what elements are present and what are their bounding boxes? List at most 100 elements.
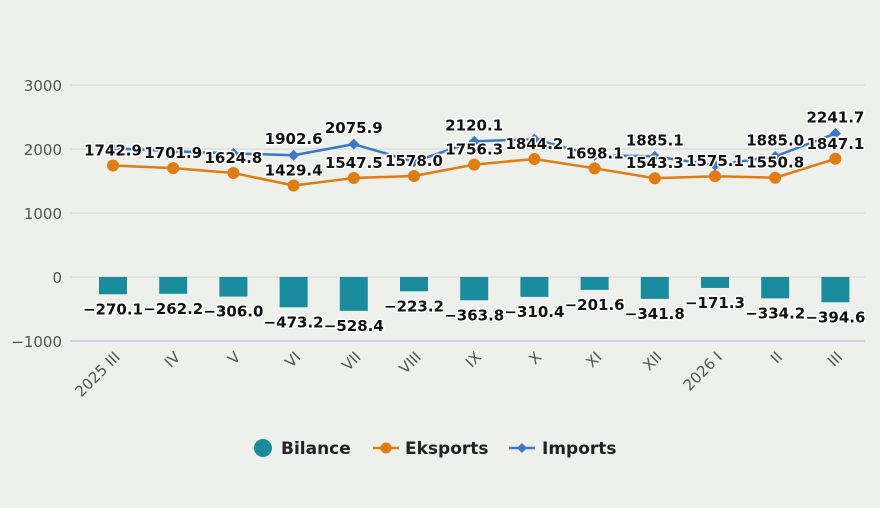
bilance-bar [580, 277, 609, 290]
eksports-marker [107, 159, 119, 172]
bilance-data-label: −223.2 [384, 297, 444, 315]
imports-data-label: 1902.6 [265, 130, 323, 148]
imports-data-label: 1885.0 [746, 131, 804, 149]
eksports-marker [528, 152, 541, 165]
eksports-marker [588, 162, 601, 175]
x-tick-label: X [525, 348, 545, 368]
imports-marker [107, 142, 119, 154]
y-tick-label: 0 [52, 269, 62, 287]
bilance-data-label: −528.4 [324, 317, 384, 335]
bilance-data-label: −262.2 [143, 300, 203, 318]
bilance-bars [99, 277, 850, 311]
eksports-marker [227, 167, 240, 180]
eksports-data-label: 1550.8 [746, 154, 804, 172]
legend-imports-swatch [517, 443, 527, 453]
eksports-marker [347, 171, 360, 184]
x-tick-label: V [224, 348, 245, 369]
eksports-data-label: 1543.3 [626, 154, 684, 172]
x-tick-label: XI [582, 348, 605, 371]
legend[interactable]: Bilance Eksports Imports [254, 439, 617, 459]
bilance-bar [701, 277, 729, 288]
eksports-marker [408, 170, 420, 183]
bilance-bar [400, 277, 428, 292]
eksports-data-label: 1429.4 [265, 162, 323, 180]
imports-marker [408, 156, 420, 168]
bilance-bar [159, 277, 188, 294]
imports-marker [468, 135, 480, 147]
bilance-data-label: −341.8 [625, 305, 685, 323]
bilance-bar [219, 277, 248, 297]
bilance-bar [520, 277, 549, 297]
x-tick-label: II [767, 348, 786, 367]
x-tick-label: VII [338, 348, 364, 374]
eksports-data-label: 1624.8 [204, 149, 262, 167]
x-tick-label: III [824, 348, 846, 370]
legend-eksports-swatch [380, 442, 392, 454]
eksports-data-label: 1844.2 [505, 135, 563, 153]
eksports-data-label: 1547.5 [325, 154, 383, 172]
eksports-marker [468, 158, 481, 171]
eksports-data-label: 1578.0 [385, 152, 443, 170]
bilance-data-label: −363.8 [444, 306, 504, 324]
legend-item-imports[interactable]: Imports [509, 439, 617, 459]
eksports-marker [769, 171, 782, 184]
eksports-marker [829, 152, 842, 165]
x-axis-ticks: 2025 III IV V VI VII VIII IX X XI XII 2026 I II III [71, 348, 846, 401]
imports-marker [769, 150, 781, 162]
bilance-bar [821, 277, 850, 303]
imports-marker [288, 149, 300, 161]
imports-marker [589, 149, 601, 161]
imports-marker [709, 159, 721, 171]
x-tick-label: XII [639, 348, 665, 374]
legend-item-bilance[interactable]: Bilance [254, 439, 351, 459]
imports-marker [829, 128, 841, 140]
bilance-data-label: −171.3 [685, 294, 745, 312]
x-tick-label: VI [281, 348, 304, 371]
bilance-data-label: −201.6 [565, 296, 625, 314]
x-tick-label: IV [161, 348, 185, 372]
y-tick-label: 1000 [24, 205, 62, 223]
imports-data-label: 2075.9 [325, 119, 383, 137]
bilance-bar [460, 277, 489, 301]
eksports-marker [709, 170, 721, 183]
bilance-data-label: −306.0 [203, 303, 263, 321]
bilance-bar [279, 277, 308, 308]
bilance-bar [640, 277, 669, 299]
legend-bilance-label: Bilance [281, 439, 351, 459]
y-tick-label: −1000 [11, 333, 62, 351]
eksports-data-label: 1701.9 [144, 144, 202, 162]
eksports-data-label: 1698.1 [566, 144, 624, 162]
y-axis-ticks: 3000 2000 1000 0 −1000 [11, 77, 62, 351]
imports-marker [227, 147, 239, 159]
x-tick-label: 2026 I [680, 348, 726, 394]
bilance-data-label: −473.2 [264, 313, 324, 331]
eksports-marker [648, 172, 661, 185]
eksports-data-label: 1847.1 [806, 135, 864, 153]
bilance-bar [761, 277, 790, 299]
imports-marker [649, 150, 661, 162]
eksports-marker [167, 162, 180, 175]
eksports-data-label: 1756.3 [445, 141, 503, 159]
eksports-marker [287, 179, 300, 192]
imports-data-label: 2120.1 [445, 116, 503, 134]
imports-marker [528, 133, 540, 145]
legend-item-eksports[interactable]: Eksports [373, 439, 489, 459]
x-tick-label: VIII [395, 348, 424, 377]
eksports-data-label: 1575.1 [686, 152, 744, 170]
bilance-data-label: −394.6 [805, 308, 865, 326]
eksports-data-label: 1742.9 [84, 141, 142, 159]
imports-marker [348, 138, 360, 150]
bilance-data-label: −310.4 [504, 303, 564, 321]
imports-data-label: 1885.1 [626, 131, 684, 149]
legend-eksports-label: Eksports [405, 439, 489, 459]
series-markers [107, 128, 842, 192]
y-tick-label: 2000 [24, 141, 62, 159]
bilance-bar [99, 277, 127, 295]
legend-bilance-swatch [254, 439, 272, 457]
x-tick-label: IX [462, 348, 485, 371]
legend-imports-label: Imports [542, 439, 617, 459]
y-tick-label: 3000 [24, 77, 62, 95]
